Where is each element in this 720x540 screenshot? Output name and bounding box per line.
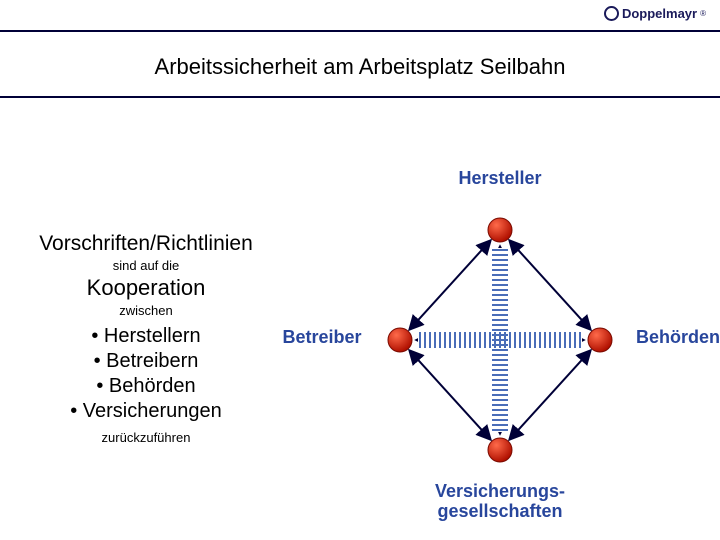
node-label-left: Betreiber [283, 327, 362, 348]
registered-icon: ® [700, 9, 706, 18]
divider-top [0, 30, 720, 32]
text-footer: zurückzuführen [16, 430, 276, 445]
brand-logo: Doppelmayr ® [604, 6, 706, 21]
list-item: • Versicherungen [16, 399, 276, 424]
page-title: Arbeitssicherheit am Arbeitsplatz Seilba… [0, 54, 720, 80]
node-label-bottom: Versicherungs-gesellschaften [420, 482, 580, 522]
node-label-top: Hersteller [459, 168, 542, 189]
list-item: • Herstellern [16, 324, 276, 349]
text-heading: Vorschriften/Richtlinien [16, 232, 276, 256]
divider-bottom [0, 96, 720, 98]
text-sub1: sind auf die [16, 258, 276, 273]
network-diagram: HerstellerBetreiberBehördenVersicherungs… [290, 150, 710, 530]
text-sub2: zwischen [16, 303, 276, 318]
brand-name: Doppelmayr [622, 6, 697, 21]
list-item: • Betreibern [16, 349, 276, 374]
list-item: • Behörden [16, 374, 276, 399]
text-list: • Herstellern • Betreibern • Behörden • … [16, 324, 276, 424]
text-heading2: Kooperation [16, 275, 276, 301]
logo-icon [604, 6, 619, 21]
node-label-right: Behörden [636, 327, 720, 348]
text-block: Vorschriften/Richtlinien sind auf die Ko… [16, 232, 276, 445]
